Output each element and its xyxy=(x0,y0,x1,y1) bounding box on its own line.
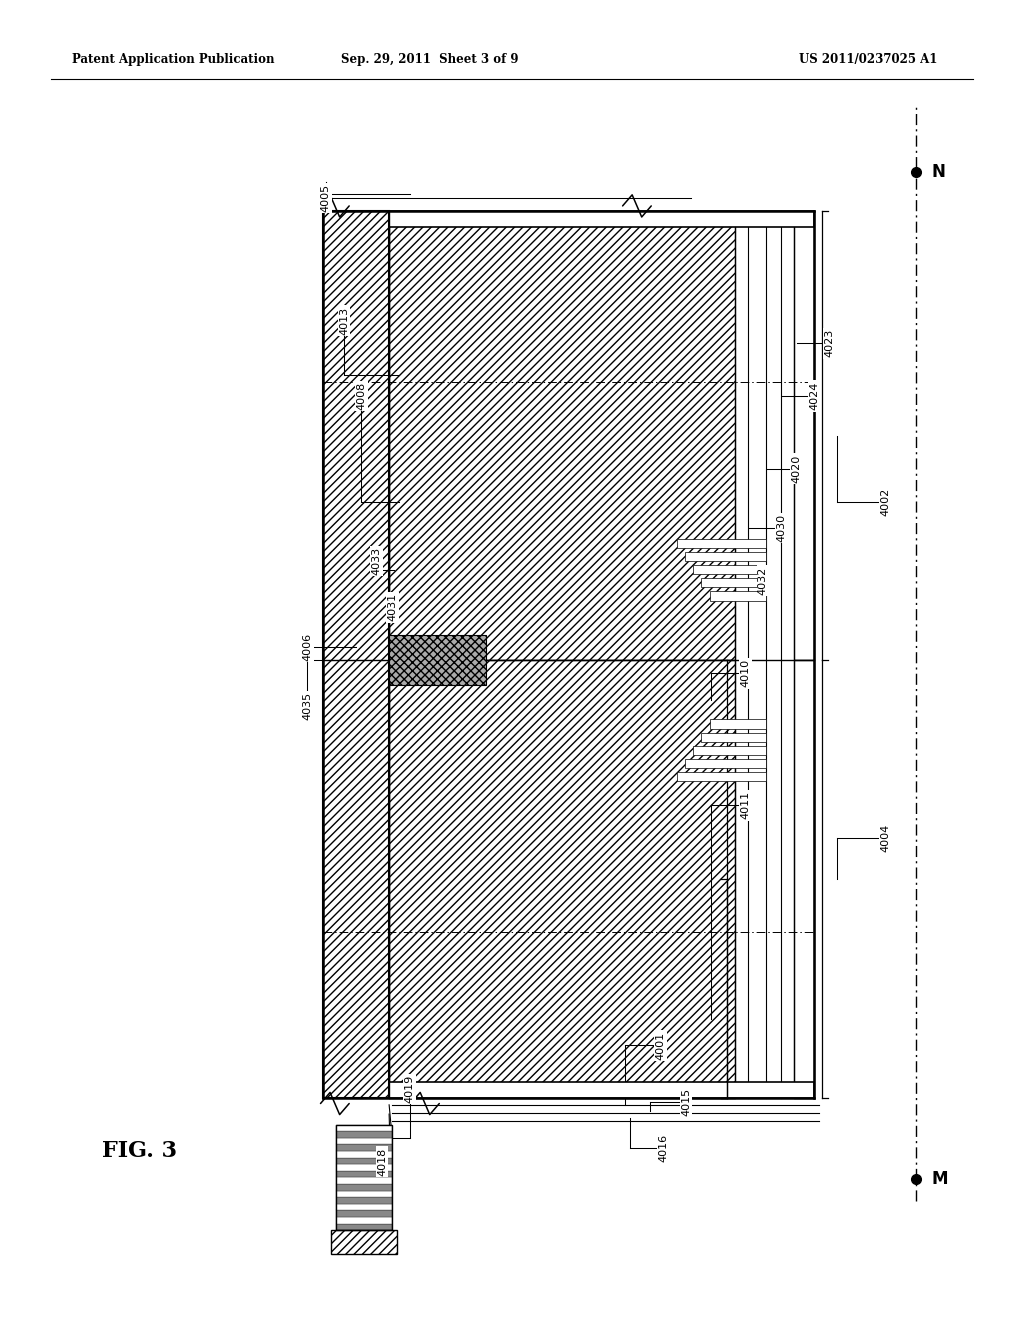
Text: 4032: 4032 xyxy=(758,566,768,595)
Bar xyxy=(336,1204,392,1210)
Bar xyxy=(336,1125,392,1131)
Text: 4031: 4031 xyxy=(387,593,397,622)
Text: 4004: 4004 xyxy=(881,824,891,853)
Bar xyxy=(710,591,766,601)
Text: 4006: 4006 xyxy=(302,632,312,661)
Text: 4010: 4010 xyxy=(740,659,751,688)
Text: 4024: 4024 xyxy=(809,381,819,411)
Text: 4035: 4035 xyxy=(302,692,312,721)
Bar xyxy=(389,211,814,227)
Text: 4013: 4013 xyxy=(339,306,349,335)
Text: Patent Application Publication: Patent Application Publication xyxy=(72,53,274,66)
Bar xyxy=(693,746,766,755)
Bar xyxy=(701,578,766,587)
Text: 4015: 4015 xyxy=(681,1088,691,1117)
Text: N: N xyxy=(932,162,946,181)
Bar xyxy=(336,1151,392,1158)
Bar xyxy=(336,1138,392,1144)
Bar xyxy=(685,552,766,561)
Bar xyxy=(677,772,766,781)
Bar xyxy=(336,1177,392,1184)
Bar xyxy=(389,635,486,685)
Text: US 2011/0237025 A1: US 2011/0237025 A1 xyxy=(799,53,937,66)
Bar xyxy=(336,1158,392,1164)
Text: 4020: 4020 xyxy=(792,454,802,483)
Text: 4002: 4002 xyxy=(881,487,891,516)
Bar xyxy=(336,1164,392,1171)
Bar xyxy=(389,1082,814,1098)
Text: 4018: 4018 xyxy=(377,1147,387,1176)
Text: 4011: 4011 xyxy=(740,791,751,820)
Text: FIG. 3: FIG. 3 xyxy=(102,1140,177,1162)
Text: M: M xyxy=(932,1170,948,1188)
Bar xyxy=(336,1191,392,1197)
Bar xyxy=(331,1230,397,1254)
Bar xyxy=(336,1217,392,1224)
Text: 4005: 4005 xyxy=(321,183,331,213)
Bar xyxy=(336,1197,392,1204)
Bar xyxy=(336,1210,392,1217)
Bar xyxy=(685,759,766,768)
Bar xyxy=(710,719,766,729)
Text: 4023: 4023 xyxy=(824,329,835,358)
Bar xyxy=(336,1144,392,1151)
Text: 4030: 4030 xyxy=(776,513,786,543)
Text: 4016: 4016 xyxy=(658,1134,669,1163)
Text: 4008: 4008 xyxy=(356,381,367,411)
Bar xyxy=(336,1125,392,1230)
Text: 4033: 4033 xyxy=(372,546,382,576)
Bar xyxy=(389,211,735,660)
Bar xyxy=(701,733,766,742)
Bar xyxy=(693,565,766,574)
Bar xyxy=(794,211,814,660)
Bar xyxy=(677,539,766,548)
Bar xyxy=(336,1171,392,1177)
Bar xyxy=(323,211,389,1098)
Bar xyxy=(389,660,735,1098)
Bar xyxy=(794,660,814,1098)
Bar xyxy=(336,1184,392,1191)
Text: Sep. 29, 2011  Sheet 3 of 9: Sep. 29, 2011 Sheet 3 of 9 xyxy=(341,53,519,66)
Text: 4019: 4019 xyxy=(404,1074,415,1104)
Text: 4001: 4001 xyxy=(655,1031,666,1060)
Bar xyxy=(336,1224,392,1230)
Bar xyxy=(336,1131,392,1138)
